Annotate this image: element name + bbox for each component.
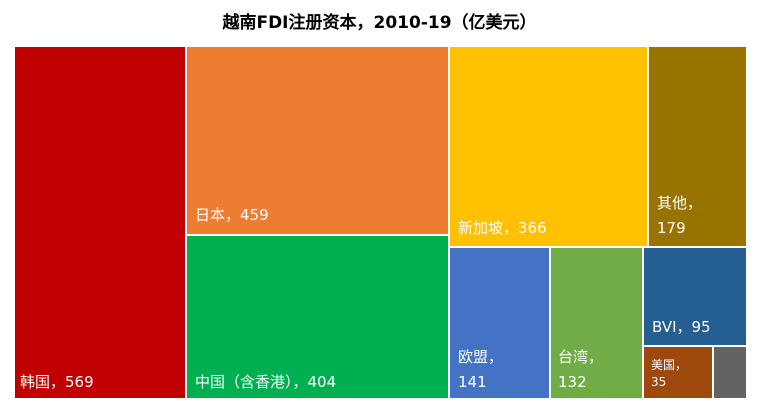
- treemap-tile-9: [642, 345, 714, 400]
- tile-label-9: 美国，: [651, 358, 687, 372]
- tile-value-7: 132: [558, 373, 587, 391]
- tile-label-8: BVI，95: [652, 318, 711, 336]
- treemap-tile-5: [647, 45, 748, 248]
- treemap-tile-4: [448, 45, 649, 248]
- tile-label-2: 日本，459: [195, 206, 269, 224]
- tile-label-5: 其他，: [657, 194, 702, 212]
- tile-label-6: 欧盟，: [458, 348, 503, 366]
- tile-label-3: 中国（含香港），404: [195, 373, 336, 391]
- tile-value-9: 35: [651, 375, 666, 389]
- tile-value-5: 179: [657, 219, 686, 237]
- treemap-tile-3: [185, 234, 450, 400]
- tile-value-6: 141: [458, 373, 487, 391]
- treemap-tile-10: [712, 345, 748, 400]
- treemap-tile-1: [13, 45, 187, 400]
- tile-label-1: 韩国，569: [20, 373, 94, 391]
- chart-title: 越南FDI注册资本，2010-19（亿美元）: [222, 13, 537, 33]
- tile-label-7: 台湾，: [558, 348, 603, 366]
- treemap-tile-8: [642, 246, 748, 347]
- tile-label-4: 新加坡，366: [458, 219, 547, 237]
